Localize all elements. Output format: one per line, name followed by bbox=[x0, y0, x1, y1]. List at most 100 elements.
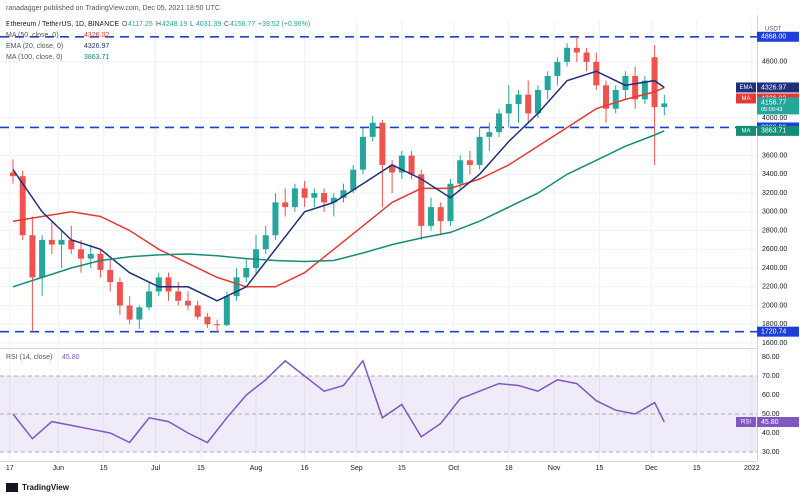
x-tick-label: 18 bbox=[505, 465, 513, 472]
candle-body bbox=[194, 305, 201, 317]
candle-body bbox=[48, 239, 55, 245]
candle-body bbox=[437, 207, 444, 222]
ma-line bbox=[12, 86, 665, 288]
x-tick-label: Dec bbox=[645, 465, 658, 472]
candle-body bbox=[447, 183, 454, 222]
candle-body bbox=[466, 160, 473, 165]
candle-body bbox=[534, 89, 541, 114]
countdown: 05:09:43 bbox=[761, 107, 782, 113]
legend-value: 3863.71 bbox=[84, 54, 109, 61]
tag-label: MA bbox=[742, 128, 751, 134]
legend-name: MA (100, close, 0) bbox=[6, 54, 62, 61]
candle-body bbox=[651, 57, 658, 108]
x-tick-label: Sep bbox=[350, 465, 363, 472]
x-tick-label: Nov bbox=[548, 465, 561, 472]
y-tick-label: 2000.00 bbox=[762, 302, 787, 309]
x-tick-label: 2022 bbox=[744, 465, 760, 472]
candle-body bbox=[564, 47, 571, 62]
candle-body bbox=[272, 202, 279, 236]
x-tick-label: Oct bbox=[448, 465, 459, 472]
value-label: 45.80 bbox=[761, 419, 779, 426]
y-tick-label: 4600.00 bbox=[762, 59, 787, 66]
candle-body bbox=[661, 103, 668, 108]
ohlc-value: 4156.77 bbox=[230, 21, 255, 28]
x-tick-label: 15 bbox=[398, 465, 406, 472]
value-label: 3863.71 bbox=[761, 128, 786, 135]
publisher: ranadagger published on TradingView.com,… bbox=[6, 5, 220, 12]
candle-body bbox=[340, 190, 347, 198]
currency: USDT bbox=[765, 27, 782, 33]
tag-label: MA bbox=[742, 96, 751, 102]
legend-name: RSI (14, close) bbox=[6, 354, 52, 361]
legend-name: MA (50, close, 0) bbox=[6, 32, 59, 39]
candle-body bbox=[330, 197, 337, 203]
candle-body bbox=[39, 239, 46, 278]
candle-body bbox=[204, 316, 211, 325]
candle-body bbox=[321, 193, 328, 203]
y-tick-label: 3400.00 bbox=[762, 171, 787, 178]
price-box bbox=[757, 97, 799, 115]
candle-body bbox=[389, 164, 396, 173]
x-tick-label: 15 bbox=[197, 465, 205, 472]
tag-box bbox=[736, 417, 756, 428]
candle-body bbox=[78, 249, 85, 259]
candle-body bbox=[398, 155, 405, 173]
candle-body bbox=[155, 277, 162, 292]
tag-box bbox=[736, 125, 756, 136]
ohlc-value: 4248.19 bbox=[162, 21, 187, 28]
ohlc-prefix: O bbox=[122, 21, 128, 28]
brand-logo bbox=[6, 483, 18, 492]
x-tick-label: 17 bbox=[6, 465, 14, 472]
candle-body bbox=[593, 61, 600, 86]
candle-body bbox=[476, 136, 483, 165]
y-tick-label: 2400.00 bbox=[762, 265, 787, 272]
change: +39.52 (+0.96%) bbox=[258, 21, 310, 28]
candle-body bbox=[146, 291, 153, 308]
level-box bbox=[757, 31, 799, 42]
candle-body bbox=[515, 94, 522, 105]
candle-body bbox=[369, 122, 376, 137]
candle-body bbox=[583, 52, 590, 62]
candle-body bbox=[9, 172, 16, 177]
x-tick-label: Jun bbox=[53, 465, 64, 472]
x-tick-label: 15 bbox=[100, 465, 108, 472]
y-tick-label: 2200.00 bbox=[762, 284, 787, 291]
candle-body bbox=[622, 75, 629, 90]
y-tick-label: 1800.00 bbox=[762, 321, 787, 328]
level-label: 1720.74 bbox=[761, 329, 786, 336]
candle-body bbox=[223, 296, 230, 326]
value-box bbox=[757, 82, 799, 93]
ma-line bbox=[12, 130, 665, 288]
y-tick-label: 50.00 bbox=[762, 411, 780, 418]
y-tick-label: 80.00 bbox=[762, 354, 780, 361]
y-tick-label: 30.00 bbox=[762, 449, 780, 456]
y-tick-label: 3200.00 bbox=[762, 190, 787, 197]
candle-body bbox=[632, 75, 639, 100]
tag-box bbox=[736, 82, 756, 93]
candle-body bbox=[19, 176, 26, 236]
brand: TradingView bbox=[22, 483, 70, 492]
candle-body bbox=[29, 235, 36, 278]
candle-body bbox=[505, 104, 512, 114]
candle-body bbox=[165, 277, 172, 292]
y-tick-label: 70.00 bbox=[762, 373, 780, 380]
legend-value: 4326.97 bbox=[84, 43, 109, 50]
candle-body bbox=[612, 89, 619, 109]
legend-value: 45.80 bbox=[62, 354, 80, 361]
y-tick-label: 3600.00 bbox=[762, 152, 787, 159]
candle-body bbox=[311, 193, 318, 198]
candle-body bbox=[418, 174, 425, 226]
candle-body bbox=[350, 169, 357, 191]
value-label: 4326.97 bbox=[761, 84, 786, 91]
candle-body bbox=[641, 80, 648, 100]
rsi-line bbox=[12, 359, 665, 444]
x-tick-label: Aug bbox=[250, 465, 263, 472]
candle-body bbox=[58, 239, 65, 245]
candle-body bbox=[97, 253, 104, 270]
value-box bbox=[757, 417, 799, 428]
legend-name: EMA (20, close, 0) bbox=[6, 43, 63, 50]
level-label: 4868.00 bbox=[761, 34, 786, 41]
candle-body bbox=[282, 202, 289, 208]
candle-body bbox=[291, 188, 298, 208]
value-box bbox=[757, 125, 799, 136]
